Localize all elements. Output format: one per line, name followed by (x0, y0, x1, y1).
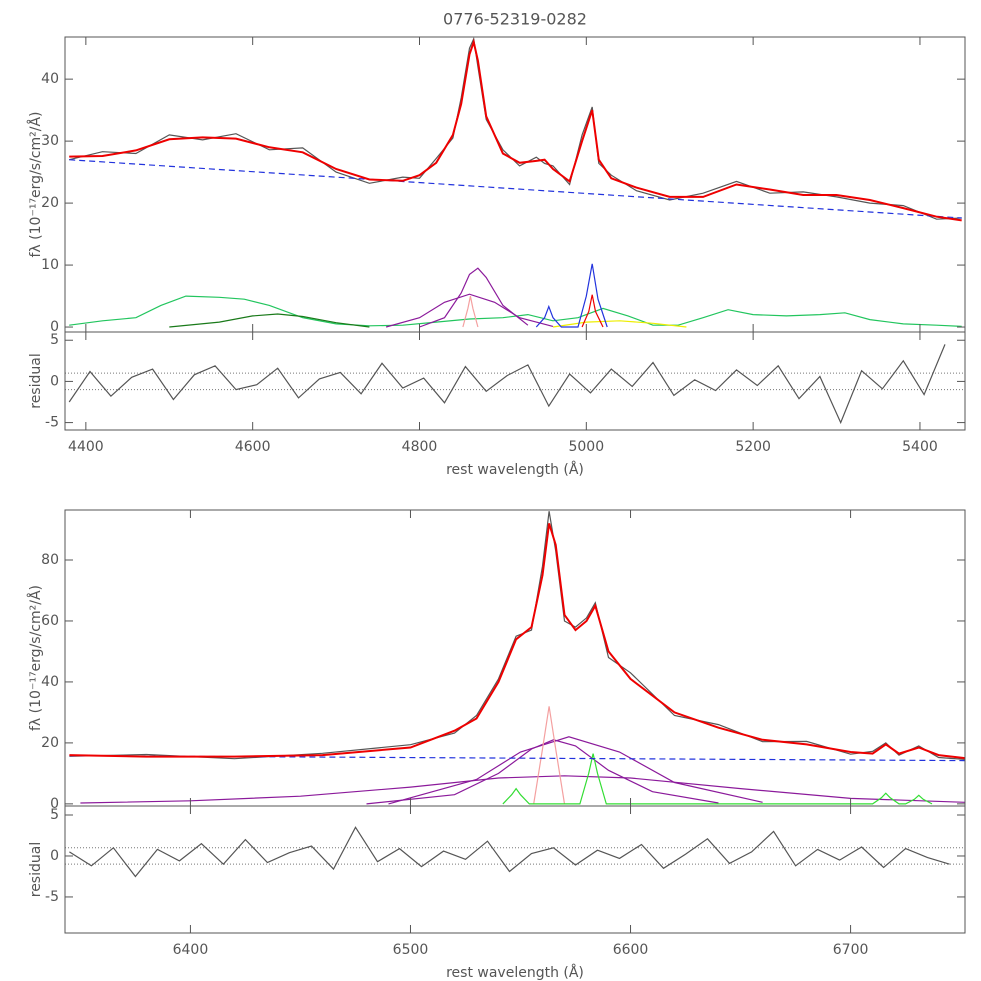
spectrum-line (581, 294, 604, 328)
plot-frame (64, 331, 966, 431)
spectrum-line (69, 826, 950, 878)
y-tick-label: 20 (41, 735, 59, 751)
spectrum-line (552, 320, 687, 328)
x-tick-label: 5200 (735, 439, 771, 455)
spectrum-line (535, 263, 608, 328)
x-tick-label: 6600 (613, 942, 649, 958)
plot-frame (64, 36, 966, 333)
spectrum-line (388, 736, 763, 805)
spectrum-line (80, 775, 965, 804)
spectrum-line (69, 523, 965, 760)
x-axis-label: rest wavelength (Å) (446, 964, 584, 981)
x-tick-label: 6700 (833, 942, 869, 958)
spectrum-line (69, 159, 962, 219)
x-tick-label: 4400 (68, 439, 104, 455)
spectrum-line (533, 706, 566, 804)
x-tick-label: 5400 (902, 439, 938, 455)
spectrum-line (69, 295, 962, 327)
y-axis-label: fλ (10⁻¹⁷erg/s/cm²/Å) (27, 585, 44, 731)
y-tick-label: 0 (50, 373, 59, 389)
chart-title: 0776-52319-0282 (443, 10, 587, 29)
spectrum-line (69, 511, 965, 760)
spectrum-line (462, 295, 479, 328)
x-tick-label: 6500 (393, 942, 429, 958)
x-tick-label: 5000 (568, 439, 604, 455)
spectrum-line (69, 38, 962, 222)
y-tick-label: 40 (41, 674, 59, 690)
y-tick-label: 0 (50, 848, 59, 864)
spectrum-line (502, 753, 933, 805)
y-tick-label: -5 (45, 889, 59, 905)
y-tick-label: 40 (41, 71, 59, 87)
x-tick-label: 6400 (173, 942, 209, 958)
plot-frame (64, 805, 966, 934)
y-tick-label: 5 (50, 807, 59, 823)
y-tick-label: 10 (41, 257, 59, 273)
x-axis-label: rest wavelength (Å) (446, 461, 584, 478)
spectrum-line (385, 293, 554, 328)
spectrum-line (366, 739, 719, 805)
y-tick-label: 60 (41, 613, 59, 629)
y-tick-label: 80 (41, 552, 59, 568)
y-tick-label: 5 (50, 332, 59, 348)
y-axis-label: fλ (10⁻¹⁷erg/s/cm²/Å) (27, 112, 44, 258)
y-tick-label: 30 (41, 133, 59, 149)
y-tick-label: 0 (50, 319, 59, 335)
spectrum-line (68, 344, 946, 425)
x-tick-label: 4600 (235, 439, 271, 455)
y-axis-label: residual (28, 353, 44, 408)
y-tick-label: 20 (41, 195, 59, 211)
y-axis-label: residual (28, 842, 44, 897)
x-tick-label: 4800 (402, 439, 438, 455)
spectrum-line (69, 37, 962, 220)
spectrum-line (169, 313, 370, 328)
y-tick-label: -5 (45, 415, 59, 431)
spectrum-line (419, 267, 529, 328)
y-tick-label: 0 (50, 796, 59, 812)
